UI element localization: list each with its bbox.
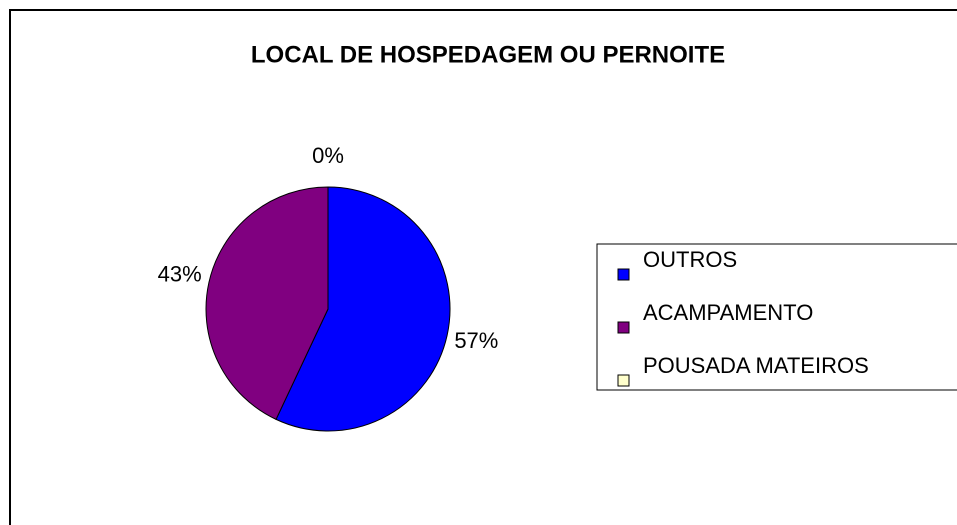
pie-slice	[275, 186, 451, 432]
legend-label: ACAMPAMENTO	[643, 300, 813, 325]
legend-swatch	[617, 374, 630, 387]
data-label: 0%	[312, 143, 344, 168]
chart-title: LOCAL DE HOSPEDAGEM OU PERNOITE	[251, 41, 725, 68]
data-label: 57%	[454, 328, 498, 353]
legend-label: POUSADA MATEIROS	[643, 353, 869, 378]
legend-label: OUTROS	[643, 247, 737, 272]
pie-slice	[205, 186, 329, 421]
legend-swatch	[617, 268, 630, 281]
data-label: 43%	[158, 262, 202, 287]
legend-swatch	[617, 321, 630, 334]
legend-box	[596, 243, 957, 391]
